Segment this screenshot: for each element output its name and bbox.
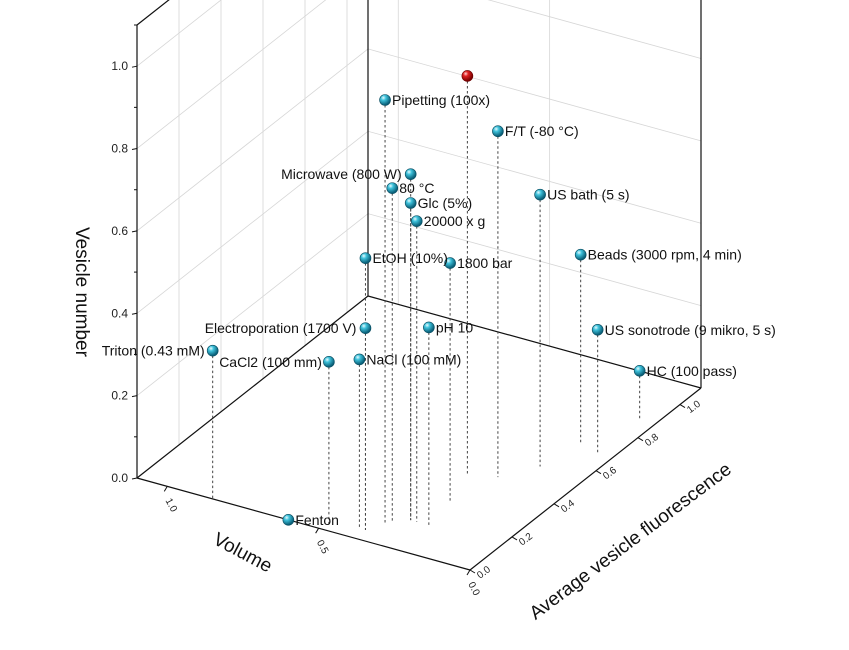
data-point	[359, 252, 372, 264]
axis-ticks: 0.0 0.2 0.4 0.6 0.8 1.0 0.0 0.2 0.4 0.6 0.8 1.0 0.0 0…	[111, 24, 703, 598]
data-point	[353, 353, 366, 366]
x-tick	[511, 536, 518, 541]
grid-line	[136, 0, 222, 67]
x-tick	[679, 404, 686, 408]
data-point	[574, 248, 587, 261]
frame-edge	[367, 295, 702, 389]
data-point	[404, 168, 417, 180]
point-label: Glc (5%)	[418, 195, 472, 211]
x-tick-label: 0.4	[559, 498, 577, 515]
y-tick-label: 0.5	[314, 538, 330, 556]
z-tick	[131, 477, 138, 480]
data-point	[323, 356, 335, 368]
point-label: Beads (3000 rpm, 4 min)	[588, 247, 742, 263]
grid-lines	[136, 0, 702, 479]
point-label: Pipetting (100x)	[392, 92, 490, 108]
y-tick	[466, 569, 471, 576]
axis-frame	[136, 0, 702, 571]
frame-edge	[469, 387, 702, 571]
point-label: Triton (0.43 mM)	[102, 343, 205, 359]
z-tick-label: 1.0	[111, 59, 128, 73]
point-label: HC (100 pass)	[647, 363, 737, 379]
z-tick	[131, 65, 138, 68]
z-tick-label: 0.8	[111, 142, 128, 156]
data-point	[492, 125, 504, 138]
y-tick	[315, 527, 320, 534]
x-tick-label: 1.0	[685, 399, 703, 416]
point-labels: Pipetting (100x) Microwave (800 W) F/T (-8…	[102, 92, 776, 528]
point-label: Microwave (800 W)	[281, 166, 402, 182]
point-label: US bath (5 s)	[547, 187, 629, 203]
data-point	[444, 257, 456, 269]
frame-edge	[136, 295, 369, 479]
x-tick-label: 0.2	[517, 531, 535, 548]
point-label: 20000 x g	[424, 213, 486, 229]
x-tick	[469, 569, 476, 574]
point-label: 1800 bar	[457, 255, 513, 271]
data-point	[282, 514, 295, 526]
point-label: EtOH (10%)	[372, 250, 447, 266]
z-tick	[131, 230, 138, 233]
data-point	[404, 197, 417, 209]
point-label: 80 °C	[399, 180, 434, 196]
x-tick-label: 0.0	[475, 564, 493, 581]
data-point	[461, 70, 474, 82]
z-tick-label: 0.0	[111, 471, 128, 485]
z-tick-label: 0.2	[111, 389, 128, 403]
drop-lines	[212, 75, 641, 530]
point-label: pH 10	[436, 319, 474, 335]
z-tick	[131, 395, 138, 398]
y-tick-label: 0.0	[465, 580, 481, 598]
frame-edge	[136, 0, 170, 26]
z-tick	[131, 312, 138, 315]
point-label: US sonotrode (9 mikro, 5 s)	[605, 322, 776, 338]
grid-line	[136, 0, 702, 149]
data-point	[410, 215, 423, 227]
frame-edge	[136, 477, 471, 571]
point-label: Fenton	[295, 512, 339, 528]
point-label: NaCl (100 mM)	[366, 351, 461, 367]
y-tick	[163, 486, 168, 492]
z-axis-title: Vesicle number	[71, 227, 92, 358]
x-axis-title: Average vesicle fluorescence	[526, 459, 736, 624]
point-label: CaCl2 (100 mm)	[219, 354, 322, 370]
y-tick-label: 1.0	[163, 497, 179, 515]
x-tick-label: 0.8	[643, 432, 661, 449]
x-tick	[637, 437, 644, 442]
point-label: F/T (-80 °C)	[505, 123, 579, 139]
data-points	[206, 70, 646, 526]
x-tick-label: 0.6	[601, 465, 619, 482]
x-tick	[553, 503, 560, 508]
data-point	[206, 344, 219, 357]
data-point	[423, 321, 435, 334]
data-point	[534, 188, 546, 201]
point-label: Electroporation (1700 V)	[205, 320, 357, 336]
data-point	[359, 322, 372, 334]
data-point	[633, 364, 646, 377]
y-axis-title: Volume	[210, 529, 276, 577]
z-tick-label: 0.6	[111, 224, 128, 238]
data-point	[379, 94, 391, 106]
data-point	[386, 182, 399, 194]
z-tick	[131, 148, 138, 151]
z-tick-label: 0.4	[111, 306, 128, 320]
data-point	[591, 323, 604, 336]
x-tick	[595, 470, 602, 475]
